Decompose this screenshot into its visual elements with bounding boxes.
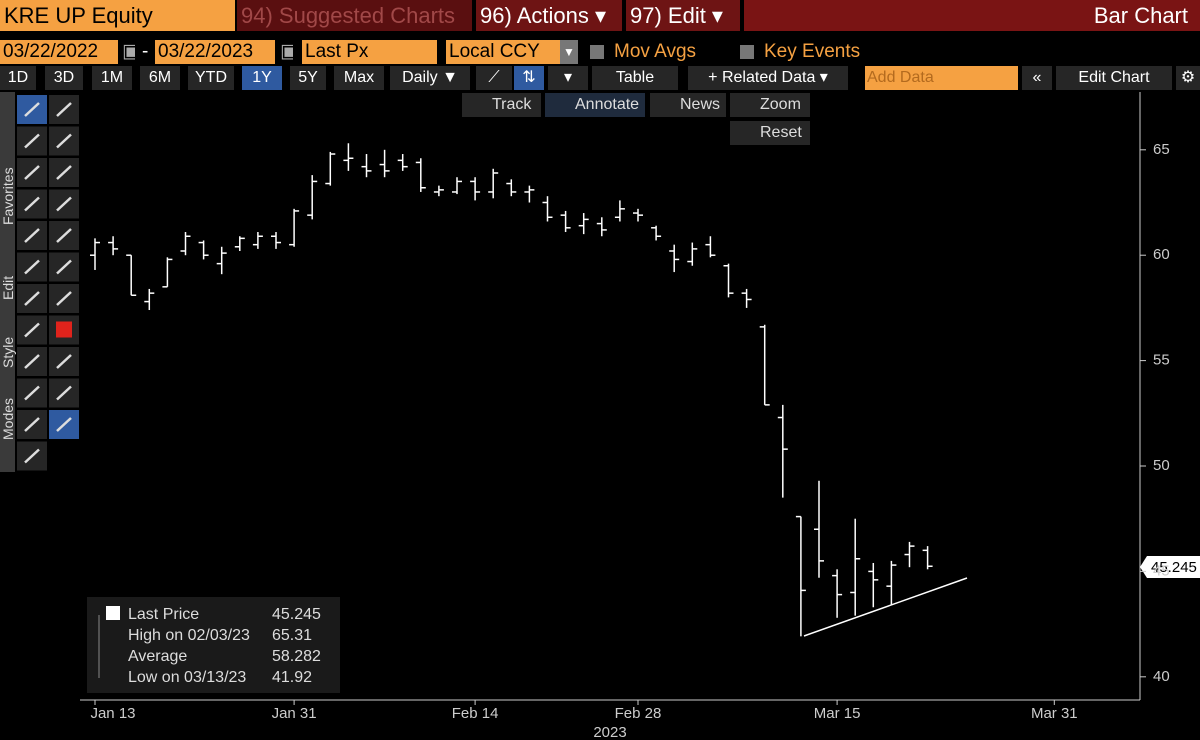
tool-glyph [56,102,72,117]
add-data-input[interactable]: Add Data [865,66,1018,90]
legend-icon [106,606,120,620]
y-tick-label: 50 [1153,457,1170,474]
tool-glyph [56,133,72,149]
last-price-tag [1140,556,1200,578]
actions-menu[interactable]: 96) Actions ▾ [476,0,622,31]
suggested-charts[interactable]: 94) Suggested Charts [237,0,472,31]
period-button[interactable]: 1D [0,66,36,90]
legend-label: Low on 03/13/23 [128,669,246,686]
tool-glyph [24,102,40,117]
edit-chart[interactable]: Edit Chart [1056,66,1172,90]
tool-glyph [56,354,72,369]
y-tick-label: 40 [1153,668,1170,685]
y-tick-label: 45 [1153,562,1170,579]
x-tick-label: Feb 14 [452,705,499,722]
period-button[interactable]: 1M [92,66,132,90]
more-dropdown[interactable]: ▾ [548,66,588,90]
tool-glyph [24,165,40,180]
y-tick-label: 55 [1153,352,1170,369]
legend-label: High on 02/03/23 [128,627,250,644]
calendar-icon[interactable]: ▣ [122,41,135,62]
last-price-label: 45.245 [1151,559,1197,576]
legend-value: 45.245 [272,606,321,623]
tool-glyph [24,133,40,149]
tool-glyph [56,291,72,306]
period-button[interactable]: 6M [140,66,180,90]
period-button[interactable]: 5Y [290,66,326,90]
legend-value: 58.282 [272,648,321,665]
currency-dropdown[interactable]: ▼ [560,40,578,64]
tool-glyph [56,259,72,275]
side-tab[interactable]: Style [0,336,16,368]
annotate-tool[interactable]: Annotate [545,93,645,117]
period-button[interactable]: Max [334,66,384,90]
legend-label: Last Price [128,606,199,623]
tool-glyph [24,354,40,369]
tool-glyph [56,196,72,212]
tool-glyph [56,417,72,432]
tool-glyph [24,228,40,243]
tool-glyph [24,417,40,432]
side-tab[interactable]: Favorites [0,167,16,225]
y-tick-label: 65 [1153,141,1170,158]
start-date[interactable]: 03/22/2022 [0,40,118,64]
tool-glyph [56,385,72,401]
x-tick-label: Mar 15 [814,705,861,722]
calendar-icon[interactable]: ▣ [280,41,293,62]
field[interactable]: Last Px [302,40,437,64]
mov-avgs-checkbox[interactable] [590,45,604,59]
legend-value: 41.92 [272,669,312,686]
news-tool[interactable]: News [650,93,726,117]
security[interactable]: KRE UP Equity [0,0,235,31]
legend-value: 65.31 [272,627,312,644]
trend-line [803,577,968,637]
key-events[interactable]: Key Events [764,41,861,62]
end-date[interactable]: 03/22/2023 [155,40,275,64]
tool-glyph [24,259,40,275]
legend-label: Average [128,648,187,665]
currency[interactable]: Local CCY [446,40,560,64]
tool-glyph [24,322,40,338]
edit-menu[interactable]: 97) Edit ▾ [626,0,740,31]
color-swatch [56,321,72,338]
date-dash: - [142,41,149,62]
line-icon[interactable]: ⟋ [476,66,512,90]
collapse-button[interactable]: « [1022,66,1052,90]
period-button[interactable]: YTD [188,66,234,90]
chart-type: Bar Chart [744,0,1200,31]
tool-glyph [24,448,40,464]
x-tick-label: Jan 31 [272,705,317,722]
tool-glyph [56,228,72,243]
tool-glyph [24,196,40,212]
period-button[interactable]: 1Y [242,66,282,90]
key-events-checkbox[interactable] [740,45,754,59]
x-tick-label: Feb 28 [615,705,662,722]
settings-button[interactable]: ⚙ [1176,66,1200,90]
mov-avgs[interactable]: Mov Avgs [614,41,697,62]
x-axis-year: 2023 [593,724,626,740]
related-data[interactable]: + Related Data ▾ [688,66,848,90]
x-tick-label: Mar 31 [1031,705,1078,722]
side-tab-strip [0,92,15,472]
tool-glyph [24,385,40,401]
frequency[interactable]: Daily ▼ [390,66,470,90]
period-button[interactable]: 3D [45,66,83,90]
side-tab[interactable]: Modes [0,397,16,440]
legend-box [87,597,340,693]
side-tab[interactable]: Edit [0,275,16,300]
table-button[interactable]: Table [592,66,678,90]
reset-tool[interactable]: Reset [730,121,810,145]
x-tick-label: Jan 13 [90,705,135,722]
track-tool[interactable]: Track [462,93,541,117]
tool-glyph [56,165,72,180]
zoom-tool[interactable]: Zoom [730,93,810,117]
y-tick-label: 60 [1153,246,1170,263]
bar-icon[interactable]: ⇅ [514,66,544,90]
tool-glyph [24,291,40,306]
